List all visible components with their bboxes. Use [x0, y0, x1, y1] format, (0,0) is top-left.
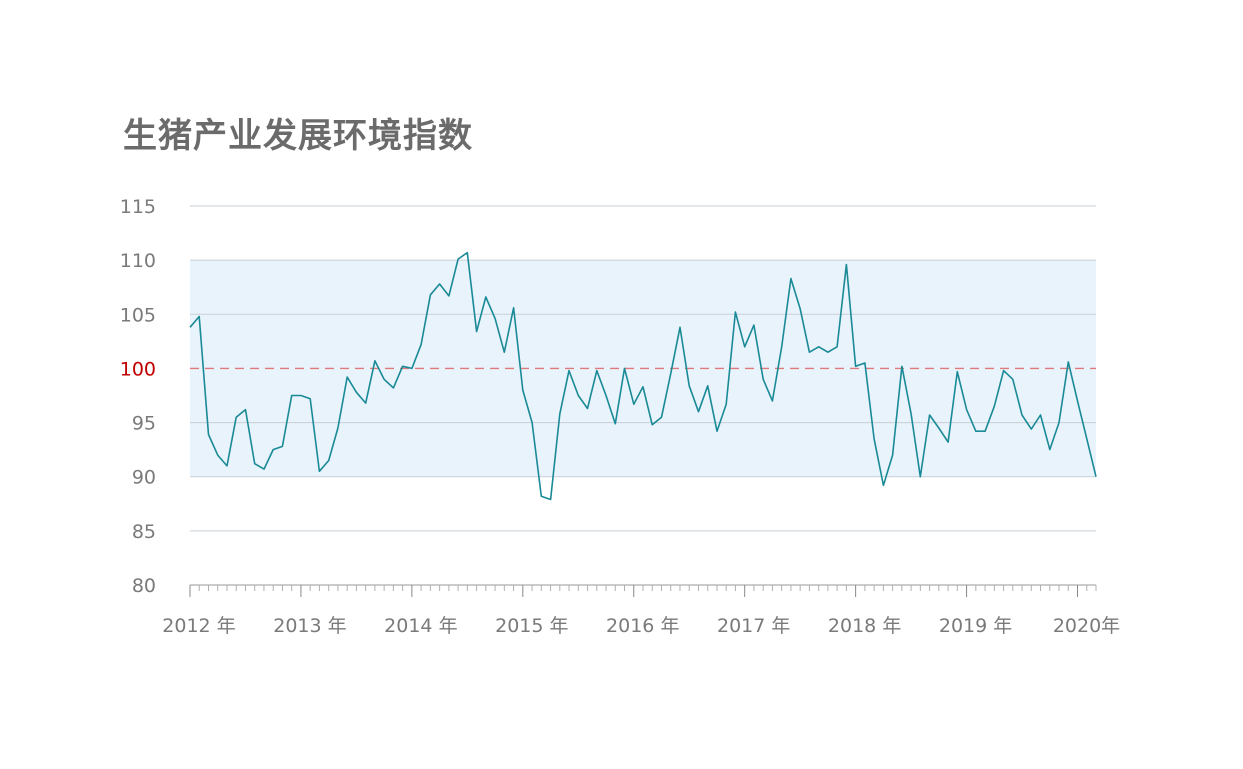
y-tick-label: 110: [120, 250, 156, 272]
x-tick-label: 2012 年: [162, 615, 235, 637]
x-tick-label: 2014 年: [384, 615, 457, 637]
y-tick-label: 85: [132, 521, 156, 543]
series-line: [189, 251, 1097, 501]
x-tick-label: 2016 年: [606, 615, 679, 637]
chart-title: 生猪产业发展环境指数: [123, 116, 473, 156]
y-tick-label: 80: [132, 575, 156, 597]
y-tick-label: 95: [132, 413, 156, 435]
y-tick-label: 100: [120, 358, 156, 380]
y-tick-label: 105: [120, 304, 156, 326]
x-tick-label: 2013 年: [273, 615, 346, 637]
x-tick-label: 2017 年: [717, 615, 790, 637]
x-tick-label: 2019 年: [939, 615, 1012, 637]
x-tick-label: 2018 年: [828, 615, 901, 637]
y-tick-label: 115: [120, 196, 156, 218]
x-tick-label: 2015 年: [495, 615, 568, 637]
x-tick-label: 2020年: [1053, 615, 1120, 637]
y-tick-label: 90: [132, 467, 156, 489]
